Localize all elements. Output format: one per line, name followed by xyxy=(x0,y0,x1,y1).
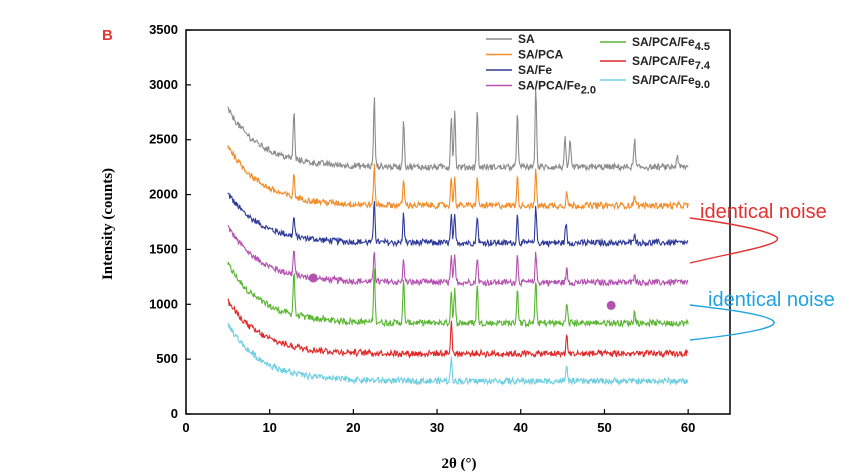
series-line xyxy=(227,322,689,387)
y-tick-label: 500 xyxy=(156,351,178,366)
x-tick-label: 60 xyxy=(681,420,695,435)
legend-entry: SA xyxy=(518,32,535,46)
x-tick-label: 50 xyxy=(597,420,611,435)
legend-entry: SA/Fe xyxy=(518,63,552,77)
y-tick-label: 2000 xyxy=(149,187,178,202)
series-line xyxy=(227,225,689,288)
legend-entry: SA/PCA xyxy=(518,48,564,62)
y-tick-label: 3000 xyxy=(149,77,178,92)
y-tick-label: 2500 xyxy=(149,132,178,147)
axes-frame xyxy=(185,29,731,415)
y-tick-label: 3500 xyxy=(149,22,178,37)
x-tick-label: 30 xyxy=(430,420,444,435)
y-tick-label: 0 xyxy=(171,406,178,421)
series-line xyxy=(227,298,689,359)
legend-entry: SA/PCA/Fe9.0 xyxy=(632,73,710,91)
series-marker xyxy=(308,273,318,283)
legend-entry: SA/PCA/Fe2.0 xyxy=(518,79,596,97)
series-marker xyxy=(606,300,616,310)
y-tick-label: 1500 xyxy=(149,241,178,256)
x-tick-label: 20 xyxy=(346,420,360,435)
annotation-text: identical noise xyxy=(708,289,835,311)
x-tick-label: 40 xyxy=(514,420,528,435)
series-line xyxy=(227,261,689,328)
y-axis-label: Intensity (counts) xyxy=(100,168,116,280)
series-line xyxy=(227,144,689,211)
legend-entry: SA/PCA/Fe4.5 xyxy=(632,35,710,53)
legend-entry: SA/PCA/Fe7.4 xyxy=(632,54,711,72)
panel-label: B xyxy=(102,27,113,44)
series-line xyxy=(227,192,689,248)
x-tick-label: 10 xyxy=(262,420,276,435)
annotation-bracket xyxy=(689,304,775,341)
annotation-bracket xyxy=(689,217,779,264)
annotation-text: identical noise xyxy=(700,201,827,223)
series-line xyxy=(227,89,689,173)
plot-area xyxy=(227,89,689,387)
legend: SASA/PCASA/FeSA/PCA/Fe2.0SA/PCA/Fe4.5SA/… xyxy=(486,32,711,97)
x-tick-label: 0 xyxy=(182,420,189,435)
x-axis-label: 2θ (°) xyxy=(441,456,476,472)
y-tick-label: 1000 xyxy=(149,296,178,311)
annotations: identical noise identical noise xyxy=(689,201,835,341)
axes: 0 10 20 30 40 50 60 0 500 1000 1500 2000 2500 3000 350… xyxy=(149,22,731,435)
